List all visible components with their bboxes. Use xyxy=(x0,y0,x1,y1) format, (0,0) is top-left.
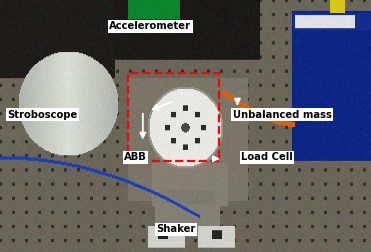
Text: Accelerometer: Accelerometer xyxy=(109,21,191,32)
Text: Unbalanced mass: Unbalanced mass xyxy=(233,110,331,120)
Text: Load Cell: Load Cell xyxy=(241,152,293,163)
Bar xyxy=(128,73,219,161)
Text: ABB: ABB xyxy=(124,152,147,163)
Text: Stroboscope: Stroboscope xyxy=(7,110,78,120)
Text: Shaker: Shaker xyxy=(157,224,196,234)
